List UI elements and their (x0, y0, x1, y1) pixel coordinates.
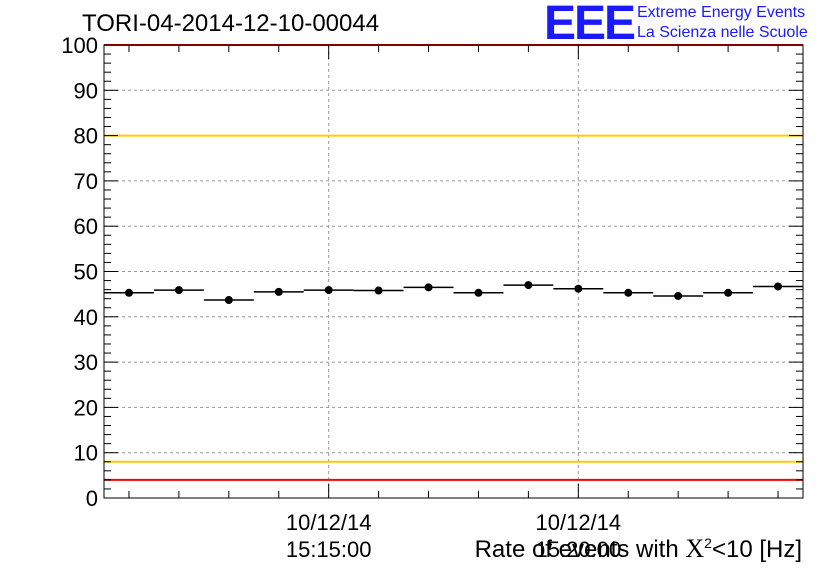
x-tick-label-time: 15:20:00 (536, 537, 622, 562)
chi-exponent: 2 (704, 535, 712, 551)
y-tick-label: 70 (74, 169, 98, 194)
y-tick-labels: 0 10 20 30 40 50 60 70 80 90 100 (61, 33, 98, 511)
y-tick-label: 20 (74, 395, 98, 420)
data-point (324, 286, 333, 295)
data-point (374, 286, 383, 295)
data-point (574, 284, 583, 293)
y-tick-label: 80 (74, 124, 98, 149)
logo-text: Extreme Energy Events La Scienza nelle S… (637, 3, 808, 43)
data-point (274, 287, 283, 296)
x-tick-label-date: 10/12/14 (286, 510, 372, 535)
data-point (624, 288, 633, 297)
x-axis-label-prefix: Rate of events with (474, 536, 686, 563)
data-point (524, 281, 533, 290)
reference-lines (104, 44, 803, 481)
x-tick-label-time: 15:15:00 (286, 537, 372, 562)
data-point (174, 286, 183, 295)
data-point (724, 288, 733, 297)
y-tick-label: 100 (61, 33, 98, 58)
data-point (124, 288, 133, 297)
eee-logo: EEE (544, 0, 636, 50)
data-point (424, 283, 433, 292)
chi-symbol: X (685, 534, 705, 563)
y-tick-label: 60 (74, 214, 98, 239)
x-tick-label-date: 10/12/14 (536, 510, 622, 535)
y-tick-label: 40 (74, 305, 98, 330)
y-tick-label: 50 (74, 260, 98, 285)
y-tick-label: 0 (86, 486, 98, 511)
data-point (224, 296, 233, 305)
data-points (104, 281, 803, 305)
data-point (674, 291, 683, 300)
data-point (774, 282, 783, 291)
logo-line-1: Extreme Energy Events (637, 4, 806, 21)
grid-lines (104, 45, 803, 498)
x-axis-label-suffix: <10 [Hz] (711, 536, 802, 563)
y-tick-label: 30 (74, 350, 98, 375)
axis-ticks (104, 44, 803, 499)
data-point (474, 288, 483, 297)
x-axis-label: Rate of events with X2<10 [Hz] (475, 534, 802, 564)
chart-title: TORI-04-2014-12-10-00044 (82, 10, 380, 37)
y-tick-label: 90 (74, 78, 98, 103)
logo-line-2: La Scienza nelle Scuole (637, 24, 808, 41)
y-tick-label: 10 (74, 441, 98, 466)
